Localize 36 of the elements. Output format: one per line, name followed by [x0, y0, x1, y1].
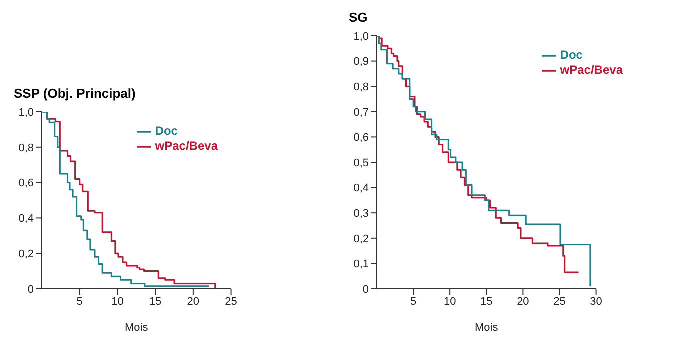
y-tick-label: 0,7 — [354, 106, 369, 119]
legend-label: wPac/Beva — [155, 138, 218, 153]
legend-label: Doc — [155, 124, 178, 138]
x-tick-label: 20 — [517, 296, 530, 308]
chart-title: SSP (Obj. Principal) — [14, 86, 136, 101]
y-tick-label: 0,9 — [354, 56, 369, 68]
x-tick-label: 15 — [480, 296, 493, 308]
legend-label: wPac/Beva — [560, 62, 623, 77]
y-tick-label: 0 — [28, 284, 34, 296]
y-tick-label: 0,5 — [354, 157, 369, 170]
y-tick-label: 0,2 — [354, 233, 369, 246]
y-tick-label: 0,6 — [354, 132, 369, 144]
x-tick-label: 25 — [225, 296, 238, 308]
chart-title: SG — [349, 10, 368, 25]
x-axis-title: Mois — [125, 322, 149, 334]
y-tick-label: 0,4 — [18, 213, 34, 226]
legend-label: Doc — [560, 48, 583, 62]
x-tick-label: 20 — [187, 296, 200, 308]
y-tick-label: 0,8 — [18, 142, 34, 154]
x-axis-title: Mois — [475, 322, 499, 334]
x-tick-label: 10 — [112, 296, 124, 308]
x-tick-label: 5 — [410, 296, 417, 308]
x-tick-label: 10 — [444, 296, 456, 308]
y-tick-label: 1,0 — [354, 30, 369, 43]
y-tick-label: 1,0 — [18, 106, 34, 119]
y-tick-label: 0,2 — [18, 248, 34, 261]
y-tick-label: 0,3 — [354, 208, 369, 220]
y-tick-label: 0,1 — [354, 258, 369, 271]
y-tick-label: 0,6 — [18, 178, 34, 190]
x-tick-label: 25 — [554, 296, 566, 308]
y-tick-label: 0 — [362, 284, 369, 296]
x-tick-label: 15 — [149, 296, 162, 308]
x-tick-label: 30 — [590, 296, 602, 308]
x-tick-label: 5 — [76, 296, 83, 308]
y-tick-label: 0,8 — [354, 82, 369, 94]
y-tick-label: 0,4 — [354, 182, 369, 195]
